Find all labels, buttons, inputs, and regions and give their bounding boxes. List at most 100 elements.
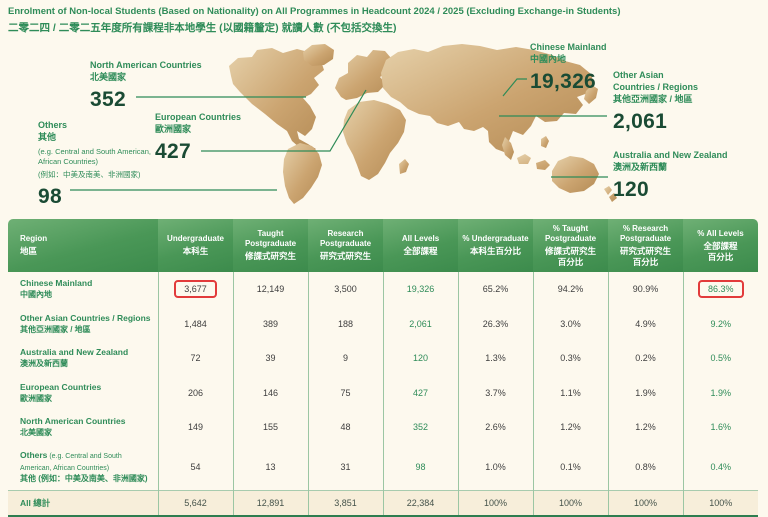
value-cell: 188 xyxy=(307,306,383,342)
value-cell: 4.9% xyxy=(607,306,683,342)
peninsula-southeast-asia xyxy=(502,137,514,160)
table-row: Other Asian Countries / Regions 其他亞洲國家 / … xyxy=(8,306,758,342)
value-cell: 1.3% xyxy=(457,341,533,376)
enrolment-table: Region 地區 Undergraduate 本科生 Taught Postgradu… xyxy=(8,219,758,517)
value-cell: 0.8% xyxy=(607,444,683,491)
total-value-cell: 22,384 xyxy=(382,490,458,517)
map-label-europe: European Countries 歐洲國家 427 xyxy=(155,112,241,165)
value-cell: 0.4% xyxy=(682,444,758,491)
infographic-page: { "page": { "title_en": "Enrolment of No… xyxy=(8,6,758,517)
value-cell: 1.0% xyxy=(457,444,533,491)
value-cell: 206 xyxy=(157,375,233,410)
label-value: 352 xyxy=(90,87,126,111)
label-en: Others xyxy=(38,120,68,130)
value-cell: 389 xyxy=(232,306,308,342)
value-cell: 9.2% xyxy=(682,306,758,342)
leader-line-chinese-mainland xyxy=(502,78,527,97)
column-header: % All Levels 全部課程 百分比 xyxy=(683,219,758,273)
region-cell: Others (e.g. Central and South American,… xyxy=(8,444,158,490)
table-row: North American Countries 北美國家 149 155 48 352 2… xyxy=(8,410,758,445)
value-cell: 48 xyxy=(307,410,383,445)
region-name-en: Australia and New Zealand xyxy=(20,347,129,358)
total-value-cell: 100% xyxy=(607,490,683,517)
header-label-en: Region xyxy=(20,234,48,244)
value-cell: 19,326 xyxy=(382,272,458,307)
label-value: 98 xyxy=(38,185,62,209)
value-cell: 65.2% xyxy=(457,272,533,307)
total-value-cell: 100% xyxy=(457,490,533,517)
value-cell: 1.2% xyxy=(607,410,683,445)
column-header: % Taught Postgraduate 修課式研究生 百分比 xyxy=(533,219,608,273)
column-header: Taught Postgraduate 修課式研究生 xyxy=(233,219,308,273)
continent-north-america xyxy=(229,48,324,153)
continent-australia xyxy=(552,156,599,193)
region-name-zh: 其他亞洲國家 / 地區 xyxy=(20,324,91,334)
label-note-zh: (例如：中美及南美、非洲國家) xyxy=(38,170,141,179)
column-header: % Undergraduate 本科生百分比 xyxy=(458,219,533,273)
region-name-zh: 歐洲國家 xyxy=(20,393,52,403)
total-row: All 總計 5,642 12,891 3,851 22,384 100% 100% 100%… xyxy=(8,490,758,517)
highlight-box: 86.3% xyxy=(697,280,744,299)
column-header: Research Postgraduate 研究式研究生 xyxy=(308,219,383,273)
region-name-en: European Countries xyxy=(20,381,102,392)
table-row: Others (e.g. Central and South American,… xyxy=(8,444,758,491)
header-label-zh: 全部課程 百分比 xyxy=(703,241,738,262)
header-label-zh: 研究式研究生 xyxy=(319,251,371,262)
header-label-zh: 本科生 xyxy=(182,246,209,257)
region-cell: Chinese Mainland 中國內地 xyxy=(8,272,158,306)
column-header: All Levels 全部課程 xyxy=(383,219,458,273)
table-row: Chinese Mainland 中國內地 3,677 12,149 3,500 19,3… xyxy=(8,272,758,307)
label-en: North American Countries xyxy=(90,60,202,70)
total-value-cell: 100% xyxy=(532,490,608,517)
label-value: 120 xyxy=(613,177,649,201)
header-label-zh: 本科生百分比 xyxy=(469,246,521,257)
value-cell: 12,149 xyxy=(232,272,308,307)
header-label-en: % Research Postgraduate xyxy=(619,224,672,243)
value-cell: 352 xyxy=(382,410,458,445)
header-label-en: % Taught Postgraduate xyxy=(544,224,597,243)
value-cell: 94.2% xyxy=(532,272,608,307)
header-label-en: % Undergraduate xyxy=(462,234,529,244)
island-philippines xyxy=(541,136,549,148)
continent-south-america xyxy=(283,143,322,204)
region-name-zh: 其他 (例如：中美及南美、非洲國家) xyxy=(20,473,148,483)
value-cell: 0.2% xyxy=(607,341,683,376)
value-cell: 98 xyxy=(382,444,458,491)
continent-europe xyxy=(335,50,394,100)
map-label-north-america: North American Countries 北美國家 352 xyxy=(90,60,202,113)
table-row: European Countries 歐洲國家 206 146 75 427 3.7% 1.1… xyxy=(8,375,758,410)
total-label: All 總計 xyxy=(8,490,158,517)
value-cell: 0.1% xyxy=(532,444,608,491)
region-name-en: North American Countries xyxy=(20,416,126,426)
islands-indonesia xyxy=(517,154,568,174)
value-cell: 31 xyxy=(307,444,383,491)
total-value-cell: 3,851 xyxy=(307,490,383,517)
island-madagascar xyxy=(399,159,409,174)
header-label-zh: 修課式研究生 xyxy=(244,251,296,262)
column-header: Undergraduate 本科生 xyxy=(158,219,233,273)
value-cell: 3.0% xyxy=(532,306,608,342)
region-cell: Other Asian Countries / Regions 其他亞洲國家 / … xyxy=(8,307,158,341)
table-body: Chinese Mainland 中國內地 3,677 12,149 3,500 19,3… xyxy=(8,272,758,517)
label-zh: 澳洲及新西蘭 xyxy=(613,161,668,172)
label-zh: 其他 xyxy=(38,131,57,142)
enrolment-table-container: Region 地區 Undergraduate 本科生 Taught Postgradu… xyxy=(8,219,758,517)
header-label-en: Undergraduate xyxy=(167,234,224,244)
value-cell: 3,500 xyxy=(307,272,383,307)
value-cell: 75 xyxy=(307,375,383,410)
region-note: (e.g. Central and South American, Africa… xyxy=(20,453,122,472)
value-cell: 2,061 xyxy=(382,306,458,342)
value-cell: 149 xyxy=(157,410,233,445)
region-cell: European Countries 歐洲國家 xyxy=(8,376,158,410)
label-value: 427 xyxy=(155,139,191,163)
value-cell: 1.1% xyxy=(532,375,608,410)
value-cell: 3,677 xyxy=(157,272,233,307)
label-value: 19,326 xyxy=(530,69,597,93)
label-zh: 歐洲國家 xyxy=(155,123,192,134)
page-title-english: Enrolment of Non-local Students (Based o… xyxy=(8,6,621,17)
label-value: 2,061 xyxy=(613,109,668,133)
value-cell: 26.3% xyxy=(457,306,533,342)
map-label-other-asian: Other Asian Countries / Regions 其他亞洲國家 /… xyxy=(613,70,698,135)
region-cell: North American Countries 北美國家 xyxy=(8,410,158,444)
value-cell: 146 xyxy=(232,375,308,410)
